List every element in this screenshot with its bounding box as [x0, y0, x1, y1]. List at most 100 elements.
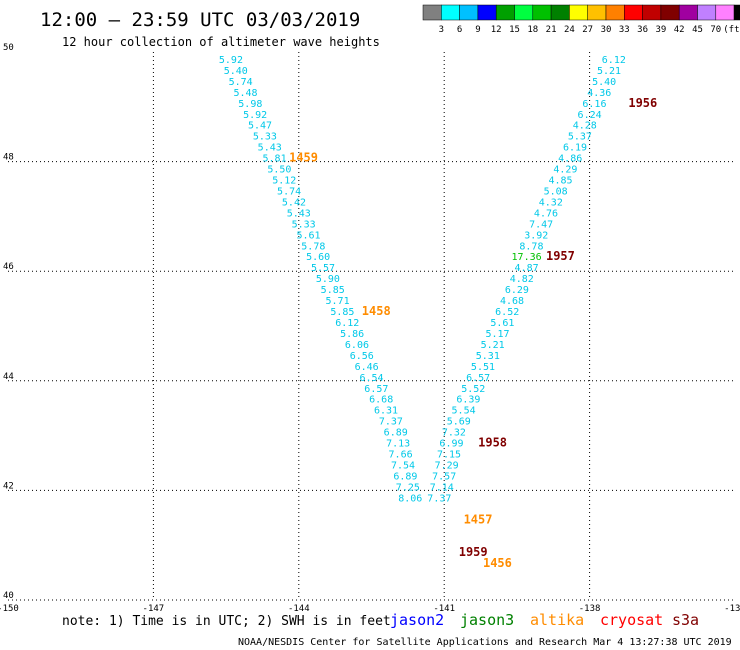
wave-height-label: 5.42 [282, 197, 306, 208]
wave-height-label: 6.89 [384, 428, 408, 439]
legend-label: 18 [527, 25, 538, 35]
wave-height-label: 6.68 [369, 395, 393, 406]
legend-swatch [624, 4, 643, 21]
legend-label: 45 [692, 25, 703, 35]
wave-height-label: 7.37 [379, 417, 403, 428]
wave-height-label: 6.19 [563, 143, 587, 154]
legend-swatch [733, 4, 740, 21]
pass-time-label: 1459 [289, 151, 318, 165]
wave-height-label: 3.92 [524, 230, 548, 241]
wave-height-label: 4.76 [534, 208, 558, 219]
wave-height-label: 5.85 [321, 285, 345, 296]
wave-height-label: 7.32 [442, 428, 466, 439]
wave-height-label: 5.52 [461, 384, 485, 395]
legend-label: 9 [475, 25, 480, 35]
wave-height-label: 17.36 [512, 252, 542, 263]
y-tick-label: 50 [3, 43, 14, 53]
wave-height-label: 5.40 [224, 66, 248, 77]
legend-swatch [495, 4, 515, 21]
wave-height-label: 5.08 [544, 186, 568, 197]
wave-height-label: 7.25 [396, 482, 420, 493]
y-tick-label: 44 [3, 372, 14, 382]
wave-height-label: 5.47 [248, 121, 272, 132]
legend-label: 30 [601, 25, 612, 35]
satellite-legend-altika: altika [530, 611, 584, 629]
wave-height-label: 8.06 [398, 493, 422, 504]
wave-height-label: 7.15 [437, 450, 461, 461]
legend-swatch [605, 4, 625, 21]
wave-height-label: 6.57 [364, 384, 388, 395]
wave-height-label: 7.29 [435, 460, 459, 471]
x-tick-label: -144 [288, 604, 310, 614]
wave-height-label: 6.56 [350, 351, 374, 362]
legend-label: 24 [564, 25, 575, 35]
wave-height-label: 5.74 [229, 77, 253, 88]
y-tick-label: 48 [3, 153, 14, 163]
legend-label: 15 [509, 25, 520, 35]
wave-height-label: 7.66 [389, 450, 413, 461]
x-tick-label: -150 [0, 604, 19, 614]
legend-swatch [569, 4, 588, 21]
wave-height-label: 5.12 [272, 176, 296, 187]
wave-height-label: 7.57 [432, 471, 456, 482]
satellite-legend-cryosat: cryosat [600, 611, 663, 629]
wave-height-label: 5.61 [490, 318, 514, 329]
wave-height-label: 4.36 [587, 88, 611, 99]
legend-swatch [642, 4, 662, 21]
wave-height-label: 4.68 [500, 296, 524, 307]
wave-height-label: 6.31 [374, 406, 398, 417]
wave-height-label: 5.51 [471, 362, 495, 373]
wave-height-label: 5.60 [306, 252, 330, 263]
wave-height-label: 4.28 [573, 121, 597, 132]
wave-height-label: 4.85 [548, 176, 572, 187]
legend-label: 12 [491, 25, 502, 35]
legend-label: 21 [546, 25, 557, 35]
wave-height-label: 5.78 [301, 241, 325, 252]
wave-height-label: 5.92 [219, 55, 243, 66]
legend-label: 3 [439, 25, 444, 35]
wave-height-label: 6.16 [582, 99, 606, 110]
y-tick-label: 40 [3, 591, 14, 601]
legend-swatch [477, 4, 497, 21]
wave-height-label: 6.52 [495, 307, 519, 318]
legend-swatch [550, 4, 570, 21]
legend-swatch [678, 4, 698, 21]
pass-time-label: 1457 [464, 512, 493, 526]
legend-swatch [422, 4, 442, 21]
note-text: note: 1) Time is in UTC; 2) SWH is in fe… [62, 614, 391, 629]
wave-height-label: 5.54 [452, 406, 476, 417]
wave-height-label: 6.29 [505, 285, 529, 296]
legend-swatch [715, 4, 735, 21]
wave-height-label: 5.90 [316, 274, 340, 285]
wave-height-label: 7.13 [386, 439, 410, 450]
pass-time-label: 1458 [362, 304, 391, 318]
wave-height-label: 7.37 [427, 493, 451, 504]
pass-time-label: 1956 [628, 96, 657, 110]
wave-height-label: 6.57 [466, 373, 490, 384]
wave-height-label: 5.43 [258, 143, 282, 154]
wave-height-label: 5.85 [330, 307, 354, 318]
legend-swatch [441, 4, 460, 21]
wave-height-label: 6.54 [359, 373, 383, 384]
pass-time-label: 1959 [459, 545, 488, 559]
wave-height-label: 5.40 [592, 77, 616, 88]
wave-height-label: 6.39 [456, 395, 480, 406]
wave-height-label: 5.21 [481, 340, 505, 351]
satellite-legend-jason3: jason3 [460, 611, 514, 629]
wave-height-label: 5.86 [340, 329, 364, 340]
wave-height-label: 5.50 [267, 165, 291, 176]
wave-height-label: 7.54 [391, 460, 415, 471]
wave-height-label: 5.74 [277, 186, 301, 197]
legend-swatch [459, 4, 479, 21]
pass-time-label: 1958 [478, 436, 507, 450]
legend-swatch [587, 4, 607, 21]
x-tick-label: -135 [724, 604, 740, 614]
wave-height-label: 5.37 [568, 132, 592, 143]
wave-height-label: 6.99 [439, 439, 463, 450]
legend-swatch [514, 4, 534, 21]
wave-height-label: 5.57 [311, 263, 335, 274]
wave-height-label: 5.92 [243, 110, 267, 121]
wave-height-label: 5.17 [485, 329, 509, 340]
wave-height-label: 4.82 [510, 274, 534, 285]
